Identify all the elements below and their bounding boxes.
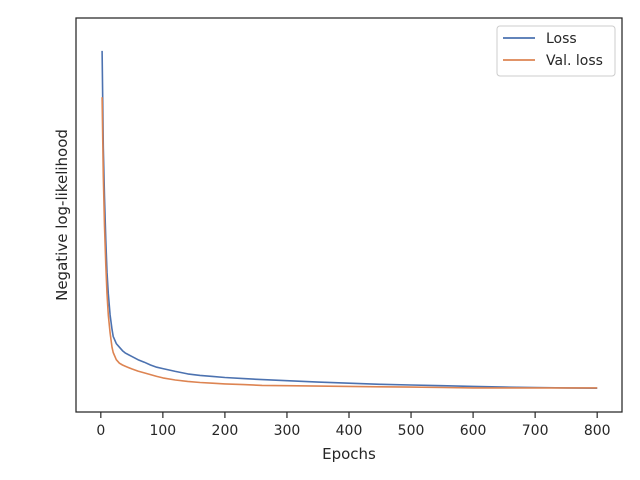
legend-label-1: Loss xyxy=(546,31,577,47)
x-tick-label: 600 xyxy=(460,423,487,439)
x-tick-label: 200 xyxy=(212,423,239,439)
series-layer xyxy=(101,50,598,389)
legend-label-2: Val. loss xyxy=(546,53,603,69)
x-tick-label: 0 xyxy=(96,423,105,439)
x-tick-label: 700 xyxy=(522,423,549,439)
series-line-1 xyxy=(101,50,598,389)
legend: Loss Val. loss xyxy=(496,25,616,77)
x-tick-label: 500 xyxy=(398,423,425,439)
x-tick-label: 800 xyxy=(584,423,611,439)
x-tick-label: 400 xyxy=(336,423,363,439)
x-axis-label: Epochs xyxy=(322,445,376,463)
x-tick-label: 300 xyxy=(274,423,301,439)
y-axis-label: Negative log-likelihood xyxy=(53,129,71,301)
x-tick-label: 100 xyxy=(149,423,176,439)
plot-background xyxy=(76,18,622,412)
series-line-2 xyxy=(101,97,598,389)
x-axis-ticks: 0 100 200 300 400 500 600 700 800 xyxy=(96,412,611,439)
